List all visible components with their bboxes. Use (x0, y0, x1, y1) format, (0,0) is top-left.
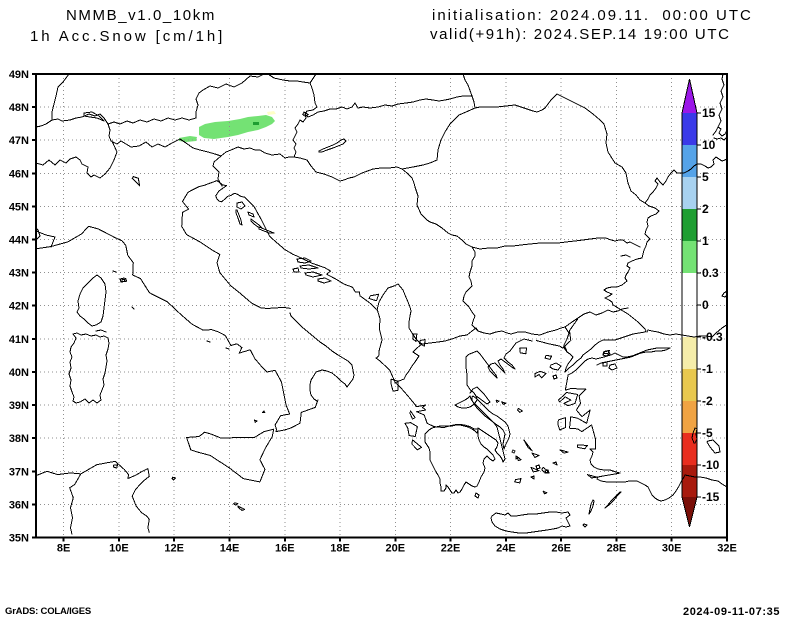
svg-text:15: 15 (702, 106, 716, 120)
svg-text:41N: 41N (9, 334, 29, 346)
svg-text:26E: 26E (551, 543, 571, 555)
svg-text:8E: 8E (57, 543, 70, 555)
svg-text:37N: 37N (9, 466, 29, 478)
svg-text:20E: 20E (386, 543, 406, 555)
svg-text:14E: 14E (220, 543, 240, 555)
svg-text:12E: 12E (164, 543, 184, 555)
svg-text:39N: 39N (9, 400, 29, 412)
svg-text:18E: 18E (330, 543, 350, 555)
svg-text:-15: -15 (702, 490, 720, 504)
svg-text:-2: -2 (702, 394, 713, 408)
svg-text:40N: 40N (9, 367, 29, 379)
svg-text:16E: 16E (275, 543, 295, 555)
svg-text:0: 0 (702, 298, 709, 312)
svg-text:44N: 44N (9, 235, 29, 247)
svg-text:5: 5 (702, 170, 709, 184)
svg-text:38N: 38N (9, 433, 29, 445)
svg-text:28E: 28E (607, 543, 627, 555)
svg-text:-5: -5 (702, 426, 713, 440)
svg-text:30E: 30E (662, 543, 682, 555)
svg-text:43N: 43N (9, 268, 29, 280)
svg-text:-1: -1 (702, 362, 713, 376)
svg-text:32E: 32E (717, 543, 737, 555)
svg-text:2: 2 (702, 202, 709, 216)
svg-text:35N: 35N (9, 533, 29, 545)
svg-text:48N: 48N (9, 102, 29, 114)
svg-text:46N: 46N (9, 168, 29, 180)
svg-text:49N: 49N (9, 69, 29, 81)
svg-text:47N: 47N (9, 135, 29, 147)
svg-text:-10: -10 (702, 458, 720, 472)
svg-text:1: 1 (702, 234, 709, 248)
svg-text:42N: 42N (9, 301, 29, 313)
svg-text:10: 10 (702, 138, 716, 152)
svg-text:22E: 22E (441, 543, 461, 555)
svg-text:24E: 24E (496, 543, 516, 555)
svg-text:45N: 45N (9, 201, 29, 213)
svg-text:-0.3: -0.3 (702, 330, 723, 344)
svg-text:10E: 10E (109, 543, 129, 555)
svg-text:0.3: 0.3 (702, 266, 719, 280)
svg-text:36N: 36N (9, 499, 29, 511)
